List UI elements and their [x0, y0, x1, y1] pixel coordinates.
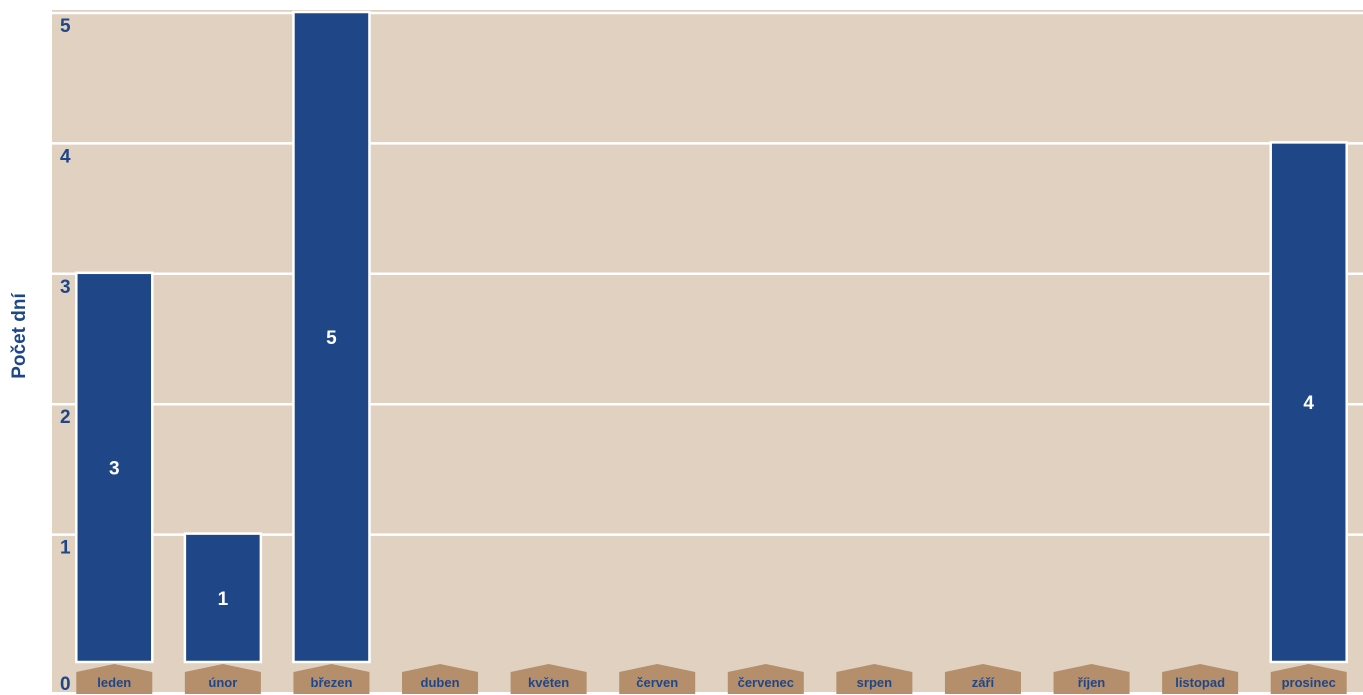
x-tick-label: červenec: [738, 675, 794, 690]
bar-value-label: 1: [218, 589, 229, 610]
category-tab: [402, 664, 479, 694]
bar-value-label: 5: [326, 328, 337, 349]
x-tick-label: únor: [208, 675, 237, 690]
bar-březen: [292, 10, 371, 664]
x-tick-label: leden: [97, 675, 131, 690]
bar-prosinec: [1269, 141, 1348, 664]
bar-value-label: 3: [109, 458, 120, 479]
category-tab: [1162, 664, 1239, 694]
bar-value-label: 4: [1303, 393, 1314, 414]
x-tick-label: květen: [528, 675, 569, 690]
bar-leden: [75, 271, 154, 664]
x-tick-label: listopad: [1175, 675, 1225, 690]
y-axis-ticks: 0 1 2 3 4 5: [60, 16, 71, 695]
y-tick-label: 0: [60, 674, 71, 695]
x-tick-label: prosinec: [1282, 675, 1336, 690]
category-tabs-layer: leden únor březen duben květen červen červenec…: [76, 664, 1347, 694]
y-axis-title: Počet dní: [9, 293, 30, 379]
category-tab: [1270, 664, 1347, 694]
y-tick-label: 4: [60, 146, 71, 167]
x-tick-label: září: [972, 675, 995, 690]
category-tab: [293, 664, 370, 694]
category-tab: [184, 664, 261, 694]
category-tab: [510, 664, 587, 694]
y-tick-label: 3: [60, 277, 71, 298]
x-tick-label: duben: [421, 675, 460, 690]
gridlines: [52, 11, 1363, 536]
plot-background: [52, 10, 1363, 692]
y-tick-label: 2: [60, 407, 71, 428]
x-tick-label: srpen: [857, 675, 892, 690]
category-tab: [619, 664, 696, 694]
x-tick-label: březen: [311, 675, 353, 690]
category-tab: [76, 664, 153, 694]
x-tick-label: červen: [636, 675, 678, 690]
category-tab: [727, 664, 804, 694]
y-tick-label: 1: [60, 538, 71, 559]
category-tab: [1053, 664, 1130, 694]
y-tick-label: 5: [60, 16, 71, 37]
category-tab: [944, 664, 1021, 694]
bar-únor: [183, 532, 263, 664]
x-tick-label: říjen: [1078, 675, 1106, 690]
category-tab: [836, 664, 913, 694]
bars-layer: 3 1 5 4: [75, 10, 1348, 664]
